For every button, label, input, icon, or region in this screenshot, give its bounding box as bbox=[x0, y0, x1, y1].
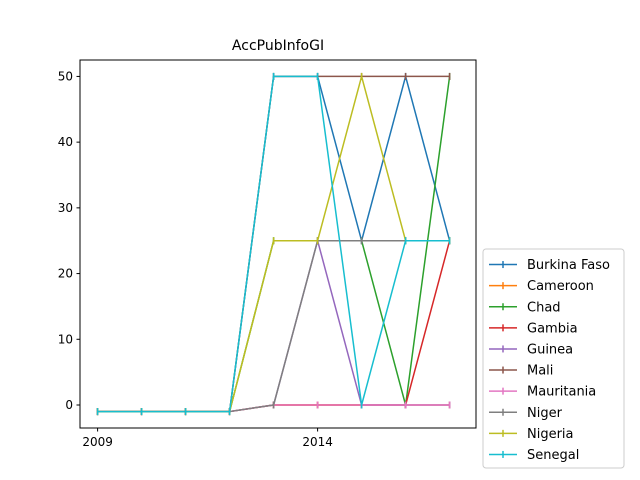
legend-label: Burkina Faso bbox=[527, 258, 610, 273]
legend-box bbox=[482, 248, 625, 469]
legend-label: Gambia bbox=[527, 321, 578, 336]
y-tick-label: 10 bbox=[58, 332, 73, 346]
legend-label: Nigeria bbox=[527, 427, 574, 442]
legend-label: Cameroon bbox=[527, 279, 594, 294]
y-tick-label: 30 bbox=[58, 201, 73, 215]
legend-label: Niger bbox=[527, 406, 563, 421]
legend-item-gambia: Gambia bbox=[489, 321, 578, 336]
legend-item-mauritania: Mauritania bbox=[489, 385, 596, 400]
y-tick-label: 0 bbox=[65, 398, 73, 412]
legend-label: Chad bbox=[527, 300, 561, 315]
legend-item-burkina-faso: Burkina Faso bbox=[489, 258, 610, 273]
legend-item-nigeria: Nigeria bbox=[489, 427, 574, 442]
legend-label: Mali bbox=[527, 364, 553, 379]
series-nigeria bbox=[96, 72, 451, 416]
x-tick-label: 2014 bbox=[302, 435, 333, 449]
legend-item-chad: Chad bbox=[489, 300, 561, 315]
legend: Burkina Faso Cameroon Chad Gambia Guinea Mali… bbox=[482, 248, 625, 469]
legend-item-cameroon: Cameroon bbox=[489, 279, 594, 294]
series-line-guinea bbox=[97, 239, 450, 413]
legend-item-guinea: Guinea bbox=[489, 342, 573, 357]
series-line-niger bbox=[97, 239, 450, 413]
x-tick-label: 2009 bbox=[82, 435, 113, 449]
y-tick-label: 40 bbox=[58, 135, 73, 149]
legend-item-mali: Mali bbox=[489, 364, 553, 379]
series-niger bbox=[96, 237, 451, 416]
series-gambia bbox=[96, 237, 451, 416]
series-guinea bbox=[96, 237, 451, 416]
plot-frame bbox=[79, 59, 477, 429]
legend-item-senegal: Senegal bbox=[489, 448, 579, 463]
y-tick-label: 50 bbox=[58, 69, 73, 83]
plot-axes: 0 10 20 30 40 50 2009 2014 bbox=[58, 59, 477, 449]
legend-label: Senegal bbox=[527, 448, 579, 463]
plot-series bbox=[96, 72, 451, 416]
legend-item-niger: Niger bbox=[489, 406, 563, 421]
chart-title: AccPubInfoGI bbox=[232, 38, 324, 54]
y-tick-label: 20 bbox=[58, 267, 73, 281]
legend-label: Guinea bbox=[527, 342, 573, 357]
series-line-gambia bbox=[97, 240, 451, 413]
series-senegal bbox=[96, 72, 451, 416]
legend-label: Mauritania bbox=[527, 385, 596, 400]
